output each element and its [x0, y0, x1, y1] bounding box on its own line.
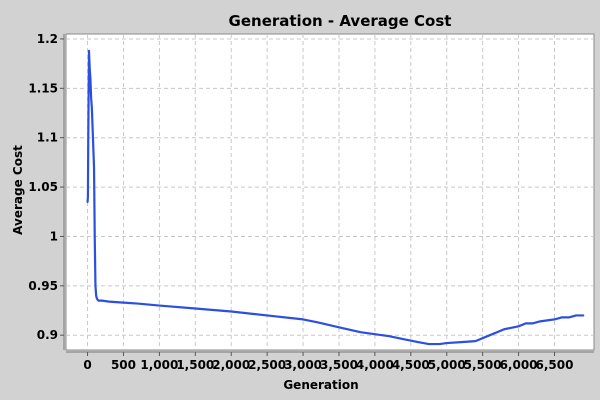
chart-title: Generation - Average Cost — [229, 12, 452, 30]
x-tick-label: 6,500 — [536, 358, 574, 372]
plot-area — [65, 33, 595, 351]
series-line-0 — [86, 49, 585, 346]
x-tick-label: 3,500 — [320, 358, 358, 372]
x-tick-label: 0 — [83, 358, 91, 372]
y-axis-label: Average Cost — [11, 145, 25, 235]
x-gridlines — [87, 34, 555, 350]
y-tick-label: 1.1 — [37, 131, 58, 145]
x-tick-label: 5,500 — [464, 358, 502, 372]
y-tick-label: 1.15 — [28, 81, 58, 95]
x-tick-label: 2,000 — [212, 358, 250, 372]
y-tick-label: 0.9 — [37, 328, 58, 342]
y-tick-label: 0.95 — [28, 279, 58, 293]
x-tick-label: 6,000 — [500, 358, 538, 372]
series-layer — [86, 49, 585, 346]
x-tick-label: 4,000 — [356, 358, 394, 372]
x-axis-ticks: 0 500 1,0001,5002,0002,5003,0003,5004,0004… — [83, 352, 573, 372]
y-tick-label: 1.2 — [37, 32, 58, 46]
x-tick-label: 1,500 — [176, 358, 214, 372]
x-tick-label: 5,000 — [428, 358, 466, 372]
x-tick-label: 2,500 — [248, 358, 286, 372]
y-tick-label: 1 — [50, 229, 58, 243]
x-tick-label: 1,000 — [140, 358, 178, 372]
x-axis-label: Generation — [283, 378, 358, 392]
y-tick-label: 1.05 — [28, 180, 58, 194]
y-axis-ticks: 0.9 0.95 1 1.05 1.1 1.15 1.2 — [28, 32, 64, 342]
x-tick-label: 3,000 — [284, 358, 322, 372]
axes — [63, 34, 594, 353]
x-tick-label: 4,500 — [392, 358, 430, 372]
y-gridlines — [66, 38, 594, 336]
x-tick-label: 500 — [111, 358, 136, 372]
